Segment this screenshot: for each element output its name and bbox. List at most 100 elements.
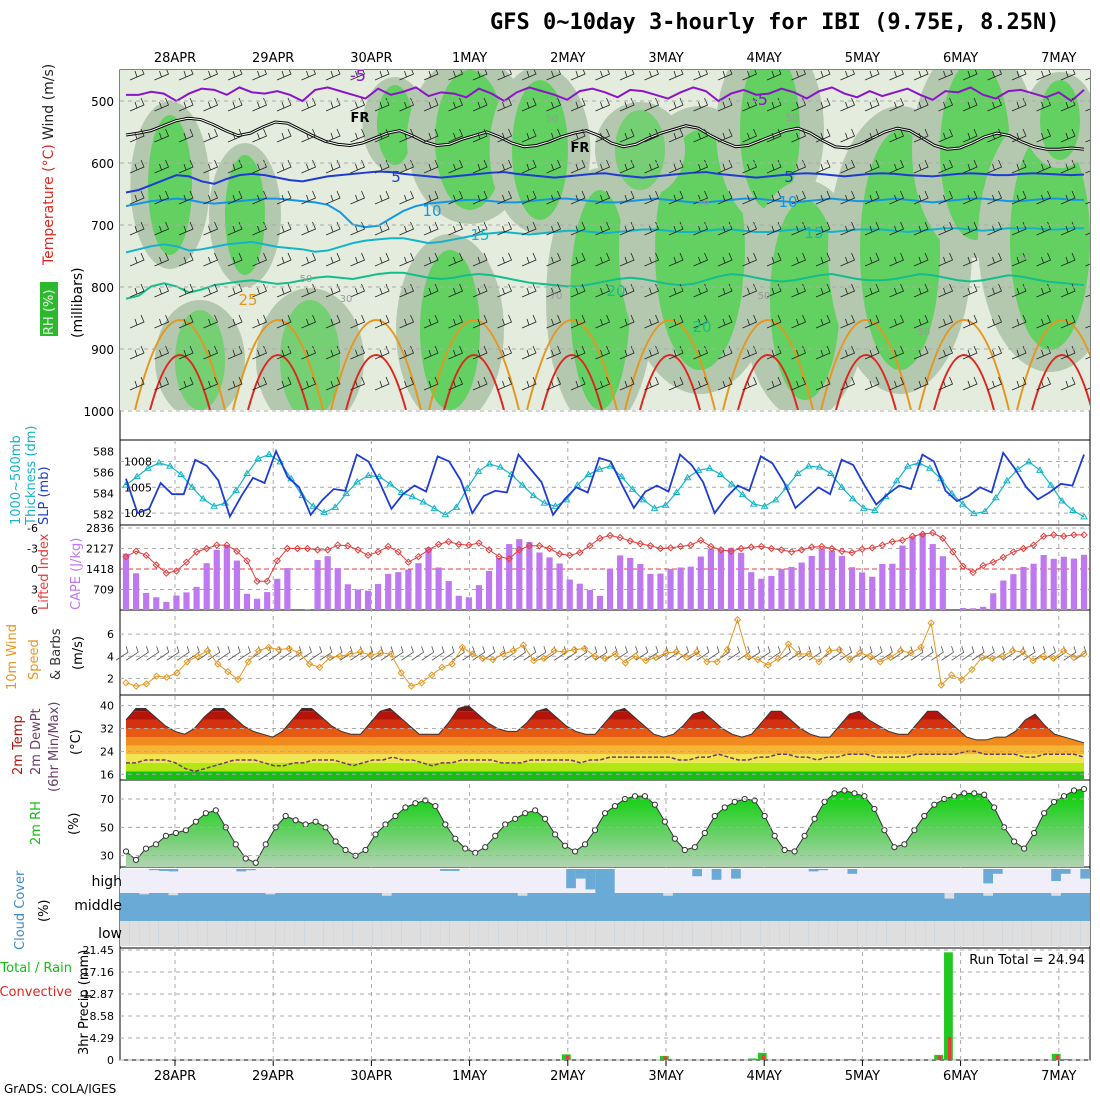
wind10-barb	[941, 646, 954, 661]
cloud-gap-bar	[672, 921, 683, 946]
thickness-point	[992, 493, 1000, 501]
lifted-index-point	[797, 546, 806, 554]
wind10-speed-point	[570, 645, 579, 654]
isotherm-30-arch	[1031, 354, 1090, 410]
cloud-gap-bar	[566, 921, 576, 946]
thickness-point	[309, 502, 318, 509]
wind-barb	[1036, 376, 1052, 391]
temp2m-tick-label: 16	[100, 768, 114, 781]
wind-barb	[668, 190, 684, 205]
cloud-gap-bar	[498, 921, 508, 946]
thickness-point	[1036, 466, 1044, 473]
precip-total-bar	[748, 1058, 757, 1060]
wind-barb	[693, 283, 709, 298]
wind-barb	[864, 345, 880, 360]
wind-barb	[644, 314, 660, 329]
wind10-speed-point	[377, 649, 385, 657]
wind10-barb	[431, 646, 445, 661]
cloud-high-bar	[566, 869, 576, 889]
cloud-gap-bar	[314, 921, 324, 946]
rh2m-point	[1040, 810, 1048, 817]
lifted-index-point	[495, 552, 503, 561]
cloud-gap-bar	[236, 921, 247, 946]
wind-barb	[521, 252, 537, 267]
wind-barb	[815, 159, 831, 174]
wind-barb	[619, 97, 635, 112]
cloud-gap-bar	[381, 921, 392, 946]
cape-bar	[909, 536, 916, 610]
cape-bar	[516, 539, 523, 610]
lifted-index-point	[1060, 532, 1068, 540]
cloud-gap-bar	[896, 921, 906, 946]
cape-bar	[375, 583, 382, 610]
wind10-barb	[238, 646, 251, 661]
wind-barb	[301, 283, 317, 298]
thickness-point	[540, 499, 549, 506]
cape-bar	[637, 564, 644, 610]
thickness-point	[981, 507, 989, 515]
wind-barb	[693, 190, 709, 205]
wind10-speed-point	[529, 656, 538, 665]
wind10-barb	[309, 646, 323, 661]
wind-barb	[1036, 70, 1052, 81]
wind-barb	[203, 376, 219, 391]
wind-barb	[668, 345, 684, 360]
cloud-gap-bar	[973, 921, 984, 946]
precip-tick-label: 8.58	[90, 1010, 115, 1023]
wind-barb	[840, 70, 856, 81]
rh2m-point	[641, 793, 649, 800]
lifted-index-point	[606, 531, 614, 540]
wind-barb	[350, 221, 366, 236]
wind-barb	[889, 314, 905, 329]
lifted-index-point	[485, 546, 493, 554]
wind-barb	[742, 159, 758, 174]
isotherm-30-arch	[639, 354, 701, 410]
rh2m-point	[661, 818, 668, 825]
thickness-point	[837, 483, 846, 490]
wind10-speed-point	[458, 643, 467, 652]
cloud-gap-bar	[934, 921, 945, 946]
cape-bar	[990, 593, 997, 610]
cape-bar	[415, 563, 422, 610]
cape-bar	[132, 573, 140, 610]
rh2m-point	[192, 818, 199, 825]
lifted-index-point	[939, 534, 947, 542]
wind10-barb	[319, 646, 333, 661]
wind10-barb	[696, 646, 710, 661]
thickness-point	[485, 459, 494, 467]
thickness-point	[870, 506, 879, 513]
wind10-speed-point	[438, 663, 446, 672]
cloud-gap-bar	[944, 921, 955, 946]
rh-region-moist	[175, 310, 225, 410]
thickness-point	[815, 463, 824, 470]
lifted-index-point	[929, 529, 937, 537]
cloud-gap-bar	[168, 921, 179, 946]
wind10-speed-point	[1019, 648, 1027, 656]
cape-bar	[657, 573, 664, 610]
wind10-barb	[971, 646, 985, 661]
wind-barb	[668, 314, 684, 329]
precip-convective-bar	[761, 1054, 766, 1060]
thickness-point	[760, 502, 769, 509]
wind-barb	[325, 190, 341, 205]
wind-barb	[619, 376, 635, 391]
wind-barb	[448, 70, 464, 81]
precip-convective-bar	[663, 1056, 668, 1060]
wind-barb	[399, 376, 415, 391]
lifted-index-point	[515, 546, 523, 554]
wind-barb	[938, 190, 954, 205]
wind-barb	[472, 128, 488, 143]
wind-barb	[595, 97, 611, 112]
cloud-high-bar	[731, 869, 741, 879]
wind10-label-3: & Barbs	[49, 628, 64, 680]
top-date-label: 28APR	[154, 51, 196, 66]
precip-label-total: Total / Rain	[0, 961, 72, 976]
thickness-point	[903, 462, 912, 469]
lifted-index-point	[323, 546, 332, 554]
wind10-barb	[125, 646, 139, 661]
cape-bar	[788, 566, 795, 610]
wind-barb	[595, 190, 611, 205]
cloud-gap-bar	[944, 893, 955, 899]
wind-barb	[227, 159, 243, 174]
wind-barb	[570, 97, 586, 112]
